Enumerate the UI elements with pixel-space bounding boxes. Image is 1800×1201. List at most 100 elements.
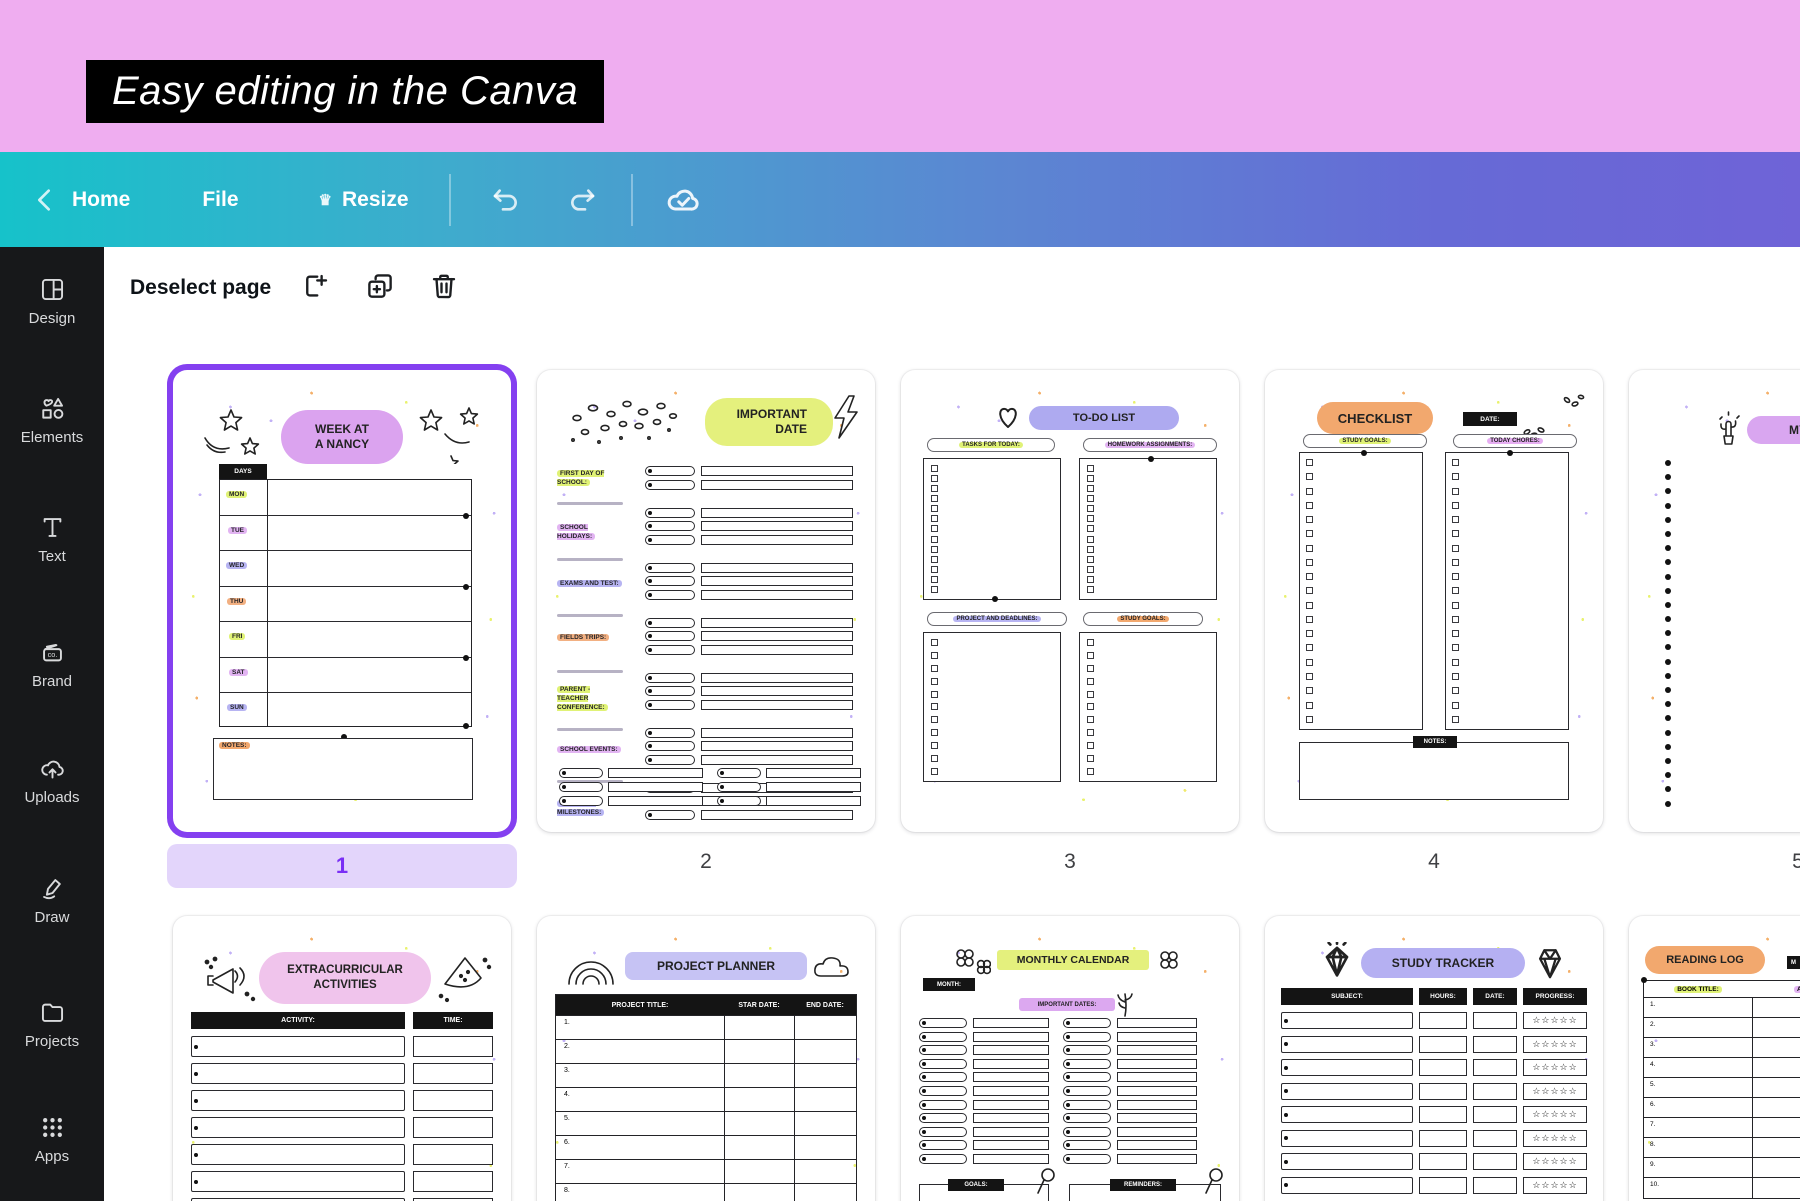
magnifier-doodle (1205, 1168, 1223, 1194)
gem-doodle (1538, 949, 1562, 979)
page-thumbnail-4[interactable]: CHECKLIST DATE: STUDY GOALS: TODAY CHORE… (1265, 370, 1603, 900)
page-number[interactable]: 2 (700, 850, 712, 873)
redo-icon (570, 188, 594, 211)
resize-button[interactable]: ♛ Resize (305, 178, 423, 222)
page-thumbnail-9[interactable]: STUDY TRACKER SUBJECT: HOURS: DATE: PROG… (1265, 916, 1603, 1201)
page-7-sheet: PROJECT PLANNER PROJECT TITLE: STAR DATE… (537, 916, 875, 1201)
apps-grid-icon (42, 1118, 62, 1137)
day-label: SUN (227, 704, 247, 711)
sidebar-item-uploads[interactable]: Uploads (0, 755, 104, 825)
important-dates-label: IMPORTANT DATES: (1019, 998, 1115, 1011)
page-thumbnail-7[interactable]: PROJECT PLANNER PROJECT TITLE: STAR DATE… (537, 916, 875, 1201)
col-header: PROJECT TITLE: (611, 1001, 669, 1009)
row-number: 2. (556, 1039, 856, 1063)
row-number: 3. (556, 1063, 856, 1087)
delete-page-button[interactable] (429, 271, 463, 305)
row-number: 3. (1644, 1038, 1800, 1058)
file-label: File (202, 187, 239, 211)
promo-banner: Easy editing in the Canva (0, 0, 1800, 152)
row-number: 4. (556, 1087, 856, 1111)
reminders-label: REMINDERS: (1110, 1179, 1176, 1191)
row-number: 8. (1644, 1138, 1800, 1158)
toolbar-divider (630, 173, 633, 226)
tracker-rows: ☆☆☆☆☆ ☆☆☆☆☆ ☆☆☆☆☆ ☆☆☆☆☆ ☆☆☆☆☆ ☆☆☆☆☆ ☆☆☆☆… (1281, 1012, 1587, 1194)
page-number[interactable]: 5 (1792, 850, 1800, 873)
home-button[interactable]: Home (16, 174, 144, 226)
row-number: 6. (556, 1135, 856, 1159)
sprig-doodle (1117, 993, 1133, 1017)
section-label-oval: TODAY CHORES: (1453, 434, 1577, 448)
shooting-stars-doodle (204, 409, 260, 455)
star-rating: ☆☆☆☆☆ (1523, 1035, 1587, 1053)
col-header-progress: PROGRESS: (1523, 988, 1587, 1005)
page-thumbnail-5[interactable]: MY N 5 (1629, 370, 1800, 900)
cactus-doodle (1719, 411, 1740, 445)
cloud-doodle (814, 957, 849, 977)
page-thumbnail-1[interactable]: WEEK AT A NANCY DAYS MON TUE WED THU FRI … (167, 370, 517, 900)
star-rating: ☆☆☆☆☆ (1523, 1012, 1587, 1029)
duplicate-page-button[interactable] (365, 271, 399, 305)
notes-box (1299, 742, 1569, 800)
magnifier-doodle (1037, 1168, 1055, 1194)
page-thumbnail-8[interactable]: MONTHLY CALENDAR MONTH: IMPORTANT DATES: (901, 916, 1239, 1201)
sidebar-item-text[interactable]: Text (0, 514, 104, 584)
sidebar-item-draw[interactable]: Draw (0, 875, 104, 945)
page-9-sheet: STUDY TRACKER SUBJECT: HOURS: DATE: PROG… (1265, 916, 1603, 1201)
deselect-page-button[interactable]: Deselect page (130, 276, 272, 299)
section-label: FIELDS TRIPS: (557, 634, 610, 641)
cloud-save-status[interactable] (651, 172, 715, 228)
home-label: Home (72, 187, 131, 211)
day-label: THU (227, 598, 247, 605)
file-menu-button[interactable]: File (188, 178, 252, 222)
date-rows (645, 466, 853, 820)
undo-icon (493, 188, 517, 211)
sidebar-item-apps[interactable]: Apps (0, 1114, 104, 1184)
page-number[interactable]: 3 (1064, 850, 1076, 873)
page-1-sheet: WEEK AT A NANCY DAYS MON TUE WED THU FRI … (173, 370, 511, 832)
object-panel-rail: Design Elements Text co. Brand Uploads D… (0, 247, 104, 1201)
bottom-grid (559, 768, 861, 806)
page-8-sheet: MONTHLY CALENDAR MONTH: IMPORTANT DATES: (901, 916, 1239, 1201)
resize-handle[interactable] (341, 734, 347, 740)
row-number: 6. (1644, 1098, 1800, 1118)
page-thumbnail-6[interactable]: EXTRACURRICULAR ACTIVITIES ACTIVITY: TIME… (173, 916, 511, 1201)
homework-box (1079, 456, 1217, 600)
heart-doodle (999, 407, 1017, 428)
page-thumbnail-10[interactable]: READING LOG M BOOK TITLE: AUTHOR: 1. 2. … (1629, 916, 1800, 1201)
row-number: 7. (556, 1159, 856, 1183)
cloud-check-icon (667, 189, 699, 211)
page-number[interactable]: 4 (1428, 850, 1440, 873)
page-title: PROJECT PLANNER (625, 952, 807, 980)
sidebar-item-elements[interactable]: Elements (0, 395, 104, 465)
page-thumbnail-3[interactable]: TO-DO LIST TASKS FOR TODAY: HOMEWORK ASS… (901, 370, 1239, 900)
col-header-date: DATE: (1473, 988, 1517, 1005)
upload-cloud-icon (40, 760, 64, 779)
star-rating: ☆☆☆☆☆ (1523, 1059, 1587, 1076)
row-number: 2. (1644, 1018, 1800, 1038)
section-label: PARENT - TEACHER CONFERENCE: (557, 686, 608, 711)
add-page-button[interactable] (301, 271, 335, 305)
week-table: MON TUE WED THU FRI SAT SUN (219, 479, 472, 729)
col-header: END DATE: (806, 1001, 844, 1009)
row-number: 1. (1644, 998, 1800, 1018)
undo-button[interactable] (475, 174, 535, 226)
goals-box (1079, 632, 1217, 782)
selected-page-number[interactable]: 1 (167, 844, 517, 888)
sidebar-item-design[interactable]: Design (0, 276, 104, 346)
row-number: 5. (556, 1111, 856, 1135)
flowers-doodle (956, 949, 991, 975)
page-thumbnail-2[interactable]: IMPORTANT DATE FIRST DAY OF SCHOOL: SCHOO… (537, 370, 875, 900)
sidebar-item-brand[interactable]: co. Brand (0, 639, 104, 709)
redo-button[interactable] (553, 174, 613, 226)
page-title: IMPORTANT DATE (705, 398, 833, 446)
crown-icon: ♛ (318, 191, 332, 209)
sidebar-item-projects[interactable]: Projects (0, 999, 104, 1069)
section-label: SCHOOL EVENTS: (557, 746, 621, 753)
calendar-rows (919, 1018, 1197, 1164)
day-label: SAT (229, 669, 248, 676)
page-title: MY N (1747, 416, 1800, 444)
page-5-sheet: MY N (1629, 370, 1800, 832)
day-label: FRI (229, 633, 246, 640)
col-header: STAR DATE: (738, 1001, 780, 1009)
rainbow-doodle (568, 961, 614, 985)
